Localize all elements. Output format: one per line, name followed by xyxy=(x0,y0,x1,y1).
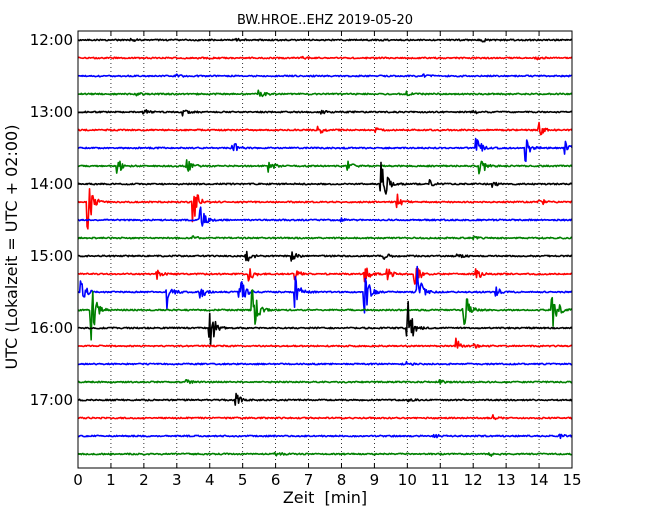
trace-line xyxy=(77,121,573,136)
x-tick-label: 11 xyxy=(431,471,450,489)
trace-line xyxy=(77,360,573,366)
x-tick-label: 10 xyxy=(398,471,417,489)
x-tick-label: 9 xyxy=(370,471,380,489)
trace-line xyxy=(78,250,573,262)
trace-line xyxy=(77,289,573,341)
x-tick-label: 8 xyxy=(337,471,347,489)
trace-line xyxy=(77,414,573,421)
y-tick-label: 13:00 xyxy=(30,103,73,121)
trace-line xyxy=(77,265,573,314)
x-tick-label: 4 xyxy=(205,471,215,489)
trace-line xyxy=(77,73,573,78)
y-axis-label: UTC (Lokalzeit = UTC + 02:00) xyxy=(2,125,21,370)
trace-line xyxy=(77,89,573,98)
x-axis-label: Zeit [min] xyxy=(283,488,367,507)
x-tick-label: 0 xyxy=(73,471,83,489)
x-tick-label: 3 xyxy=(172,471,182,489)
trace-line xyxy=(77,188,572,230)
trace-line xyxy=(77,55,573,61)
x-tick-label: 5 xyxy=(238,471,248,489)
trace-line xyxy=(77,300,573,347)
x-tick-label: 6 xyxy=(271,471,281,489)
trace-line xyxy=(77,206,573,227)
x-tick-label: 2 xyxy=(139,471,149,489)
x-tick-label: 12 xyxy=(464,471,483,489)
trace-line xyxy=(77,451,573,457)
trace-line xyxy=(77,235,573,241)
x-tick-label: 13 xyxy=(497,471,516,489)
x-tick-label: 15 xyxy=(562,471,581,489)
x-tick-label: 14 xyxy=(530,471,549,489)
trace-line xyxy=(77,433,573,440)
trace-line xyxy=(77,109,573,117)
chart-title: BW.HROE..EHZ 2019-05-20 xyxy=(237,13,413,28)
y-tick-label: 14:00 xyxy=(30,175,73,193)
trace-line xyxy=(77,392,573,406)
y-tick-label: 16:00 xyxy=(30,319,73,337)
x-tick-label: 7 xyxy=(304,471,314,489)
trace-line xyxy=(77,37,573,43)
trace-line xyxy=(77,267,573,285)
trace-line xyxy=(77,159,573,175)
trace-line xyxy=(77,337,573,349)
trace-group xyxy=(77,37,573,457)
grid-lines xyxy=(110,31,540,468)
trace-line xyxy=(77,137,573,163)
y-tick-label: 12:00 xyxy=(30,31,73,49)
trace-line xyxy=(77,378,573,385)
y-tick-label: 15:00 xyxy=(30,247,73,265)
x-tick-label: 1 xyxy=(106,471,116,489)
axis-ticks: 0 1 2 3 4 5 6 7 8 9 10 11 12 13 14 1512:0013:0014:0015:… xyxy=(30,31,582,489)
plot-frame xyxy=(77,30,573,469)
trace-line xyxy=(77,161,573,195)
y-tick-label: 17:00 xyxy=(30,391,73,409)
